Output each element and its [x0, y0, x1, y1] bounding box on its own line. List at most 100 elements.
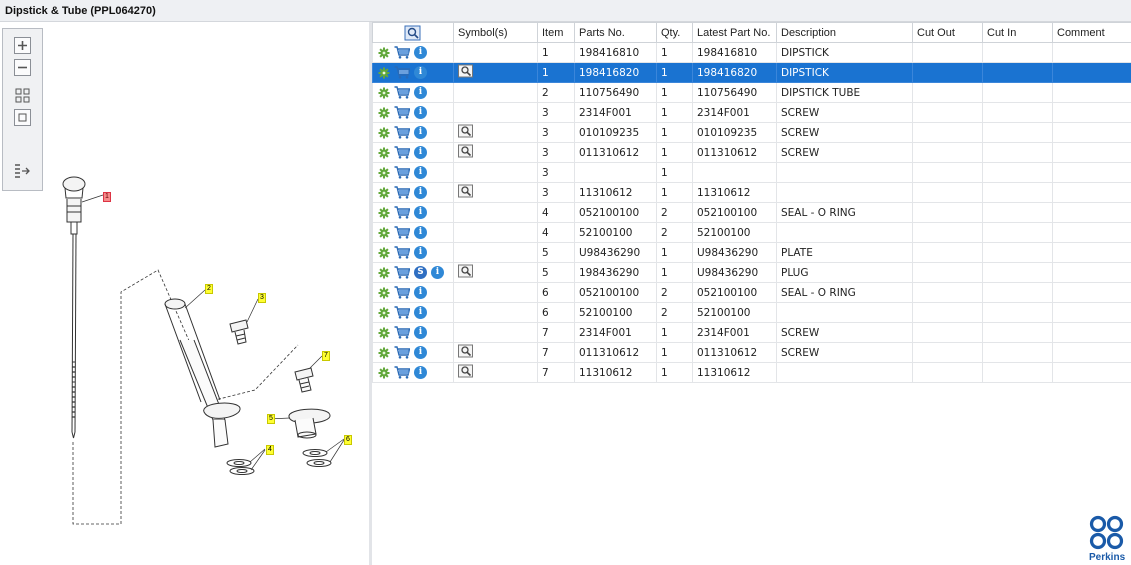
cart-icon[interactable] — [394, 346, 410, 359]
gear-icon[interactable] — [378, 307, 390, 319]
info-icon[interactable]: i — [414, 86, 427, 99]
info-icon[interactable]: i — [414, 66, 427, 79]
symbols-cell[interactable] — [453, 342, 538, 363]
document-preview-icon[interactable] — [458, 344, 474, 358]
callout-3[interactable]: 3 — [258, 293, 266, 303]
cart-icon[interactable] — [394, 326, 410, 339]
info-icon[interactable]: i — [414, 366, 427, 379]
document-preview-icon[interactable] — [458, 144, 474, 158]
info-icon[interactable]: i — [414, 286, 427, 299]
symbols-cell[interactable] — [453, 282, 538, 303]
document-preview-icon[interactable] — [458, 364, 474, 378]
symbols-cell[interactable] — [453, 322, 538, 343]
cart-icon[interactable] — [394, 126, 410, 139]
document-preview-icon[interactable] — [458, 64, 474, 78]
symbols-cell[interactable] — [453, 182, 538, 203]
zoom-out-icon[interactable] — [14, 59, 31, 76]
cart-icon[interactable] — [394, 226, 410, 239]
column-header-cut-in[interactable]: Cut In — [982, 22, 1053, 43]
table-row[interactable]: i 7 2314F001 1 2314F001 SCREW — [372, 322, 1131, 343]
table-row[interactable]: i 1 198416820 1 198416820 DIPSTICK — [372, 62, 1131, 83]
table-row[interactable]: i 6 52100100 2 52100100 — [372, 302, 1131, 323]
table-row[interactable]: i 5 U98436290 1 U98436290 PLATE — [372, 242, 1131, 263]
gear-icon[interactable] — [378, 187, 390, 199]
info-icon[interactable]: i — [414, 326, 427, 339]
symbols-cell[interactable] — [453, 202, 538, 223]
cart-icon[interactable] — [394, 366, 410, 379]
gear-icon[interactable] — [378, 287, 390, 299]
symbols-cell[interactable] — [453, 142, 538, 163]
callout-1[interactable]: 1 — [103, 192, 111, 202]
column-header-parts-no[interactable]: Parts No. — [574, 22, 657, 43]
callout-6[interactable]: 6 — [344, 435, 352, 445]
column-header-qty[interactable]: Qty. — [656, 22, 693, 43]
symbols-cell[interactable] — [453, 82, 538, 103]
gear-icon[interactable] — [378, 87, 390, 99]
column-header-actions[interactable] — [372, 22, 454, 43]
table-row[interactable]: i 4 52100100 2 52100100 — [372, 222, 1131, 243]
zoom-in-icon[interactable] — [14, 37, 31, 54]
symbols-cell[interactable] — [453, 162, 538, 183]
info-icon[interactable]: i — [414, 146, 427, 159]
document-preview-icon[interactable] — [458, 264, 474, 278]
panel-splitter[interactable] — [369, 22, 372, 565]
gear-icon[interactable] — [378, 47, 390, 59]
symbols-cell[interactable] — [453, 302, 538, 323]
fit-all-icon[interactable] — [14, 87, 31, 104]
actual-size-icon[interactable] — [14, 109, 31, 126]
symbols-cell[interactable] — [453, 262, 538, 283]
cart-icon[interactable] — [394, 146, 410, 159]
table-row[interactable]: i 3 011310612 1 011310612 SCREW — [372, 142, 1131, 163]
info-icon[interactable]: i — [414, 166, 427, 179]
gear-icon[interactable] — [378, 167, 390, 179]
callout-2[interactable]: 2 — [205, 284, 213, 294]
gear-icon[interactable] — [378, 147, 390, 159]
info-icon[interactable]: i — [414, 346, 427, 359]
callout-7[interactable]: 7 — [322, 351, 330, 361]
export-list-icon[interactable] — [14, 162, 31, 179]
cart-icon[interactable] — [394, 106, 410, 119]
gear-icon[interactable] — [378, 247, 390, 259]
cart-icon[interactable] — [394, 246, 410, 259]
table-row[interactable]: i 3 2314F001 1 2314F001 SCREW — [372, 102, 1131, 123]
column-header-item[interactable]: Item — [537, 22, 575, 43]
info-icon[interactable]: i — [414, 106, 427, 119]
gear-icon[interactable] — [378, 267, 390, 279]
info-icon[interactable]: i — [414, 126, 427, 139]
symbols-cell[interactable] — [453, 242, 538, 263]
table-row[interactable]: i 7 011310612 1 011310612 SCREW — [372, 342, 1131, 363]
gear-icon[interactable] — [378, 347, 390, 359]
column-header-symbols[interactable]: Symbol(s) — [453, 22, 538, 43]
cart-icon[interactable] — [394, 206, 410, 219]
table-row[interactable]: i 3 11310612 1 11310612 — [372, 182, 1131, 203]
gear-icon[interactable] — [378, 107, 390, 119]
cart-icon[interactable] — [394, 86, 410, 99]
symbols-cell[interactable] — [453, 62, 538, 83]
cart-icon[interactable] — [394, 286, 410, 299]
gear-icon[interactable] — [378, 67, 390, 79]
column-header-description[interactable]: Description — [776, 22, 913, 43]
table-row[interactable]: i 3 010109235 1 010109235 SCREW — [372, 122, 1131, 143]
gear-icon[interactable] — [378, 227, 390, 239]
symbols-cell[interactable] — [453, 102, 538, 123]
info-icon[interactable]: i — [414, 46, 427, 59]
table-row[interactable]: i 1 198416810 1 198416810 DIPSTICK — [372, 42, 1131, 63]
table-row[interactable]: i 6 052100100 2 052100100 SEAL - O RING — [372, 282, 1131, 303]
gear-icon[interactable] — [378, 207, 390, 219]
symbols-cell[interactable] — [453, 42, 538, 63]
table-row[interactable]: i 7 11310612 1 11310612 — [372, 362, 1131, 383]
table-row[interactable]: i 3 1 — [372, 162, 1131, 183]
symbols-cell[interactable] — [453, 222, 538, 243]
table-row[interactable]: i 4 052100100 2 052100100 SEAL - O RING — [372, 202, 1131, 223]
info-icon[interactable]: i — [431, 266, 444, 279]
diagram-panel[interactable]: 1 2 3 4 5 6 7 — [0, 22, 369, 565]
cart-icon[interactable] — [394, 166, 410, 179]
column-header-cut-out[interactable]: Cut Out — [912, 22, 983, 43]
table-row[interactable]: i 2 110756490 1 110756490 DIPSTICK TUBE — [372, 82, 1131, 103]
info-icon[interactable]: i — [414, 306, 427, 319]
column-header-latest-part-no[interactable]: Latest Part No. — [692, 22, 777, 43]
gear-icon[interactable] — [378, 127, 390, 139]
symbols-cell[interactable] — [453, 122, 538, 143]
cart-icon[interactable] — [394, 186, 410, 199]
